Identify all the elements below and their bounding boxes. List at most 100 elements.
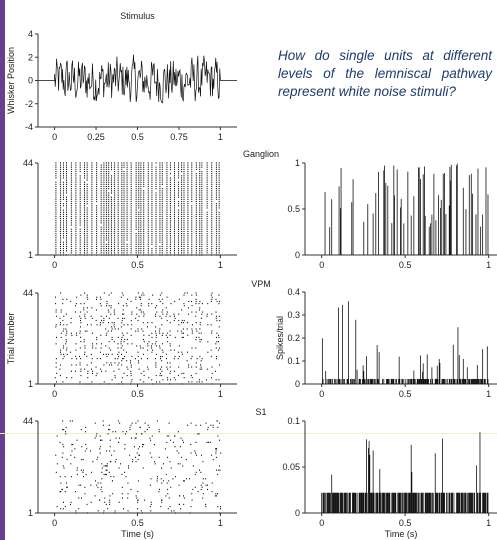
spike-dot — [96, 175, 98, 177]
spike-dot — [114, 194, 116, 196]
spike-dot — [130, 241, 132, 243]
spike-dot — [174, 222, 176, 224]
highlight-line — [0, 433, 497, 434]
spike-dot — [143, 170, 145, 173]
spike-dot — [62, 220, 64, 222]
spike-dot — [110, 476, 112, 478]
spike-dot — [195, 452, 197, 454]
spike-dot — [91, 190, 93, 192]
spike-dot — [95, 366, 97, 368]
spike-dot — [147, 218, 149, 220]
spike-dot — [105, 173, 107, 175]
spike-dot — [155, 247, 157, 250]
spike-dot — [184, 292, 186, 294]
spike-dot — [117, 196, 119, 198]
spike-dot — [211, 235, 213, 237]
spike-dot — [126, 332, 128, 334]
spike-dot — [181, 239, 183, 241]
spike-dot — [169, 226, 171, 228]
spike-dot — [161, 228, 163, 230]
spike-dot — [147, 247, 149, 250]
spike-dot — [195, 254, 197, 256]
spike-dot — [65, 338, 67, 341]
spike-dot — [183, 196, 185, 198]
spike-dot — [169, 183, 171, 185]
spike-dot — [166, 207, 168, 209]
spike-dot — [183, 211, 185, 213]
spike-dot — [183, 181, 185, 183]
spike-dot — [160, 355, 162, 358]
spike-dot — [118, 355, 120, 358]
spike-dot — [211, 491, 213, 493]
spike-dot — [126, 192, 128, 194]
spike-dot — [103, 237, 105, 239]
spike-dot — [86, 233, 88, 235]
spike-dot — [65, 190, 67, 192]
spike-dot — [91, 222, 93, 224]
spike-dot — [182, 322, 184, 324]
spike-dot — [166, 179, 168, 181]
spike-dot — [166, 366, 168, 368]
spike-dot — [140, 185, 142, 188]
spike-dot — [96, 237, 98, 239]
spike-dot — [191, 226, 193, 228]
spike-dot — [103, 226, 105, 228]
spike-dot — [218, 222, 220, 224]
spike-dot — [181, 250, 183, 252]
spike-dot — [63, 315, 65, 317]
spike-dot — [159, 247, 161, 250]
spike-dot — [178, 366, 180, 368]
spike-dot — [135, 330, 137, 332]
spike-dot — [212, 424, 214, 426]
spike-dot — [117, 205, 119, 207]
spike-dot — [60, 224, 62, 226]
spike-dot — [211, 220, 213, 222]
spike-dot — [84, 177, 86, 179]
spike-dot — [161, 233, 163, 235]
spike-dot — [100, 168, 102, 171]
spike-dot — [191, 235, 193, 237]
spike-dot — [218, 188, 220, 190]
spike-dot — [70, 317, 72, 319]
spike-dot — [161, 370, 163, 372]
spike-dot — [100, 482, 102, 484]
spike-dot — [128, 467, 130, 469]
spike-dot — [191, 166, 193, 168]
spike-dot — [123, 175, 125, 177]
spike-dot — [138, 181, 140, 183]
spike-dot — [143, 207, 145, 209]
spike-dot — [100, 213, 102, 215]
spike-dot — [130, 381, 132, 383]
spike-dot — [187, 192, 189, 194]
spike-dot — [70, 237, 72, 239]
spike-dot — [90, 362, 92, 364]
spike-dot — [218, 175, 220, 177]
spike-dot — [159, 213, 161, 215]
spike-dot — [201, 200, 203, 203]
spike-dot — [108, 235, 110, 237]
spike-dot — [60, 491, 62, 493]
spike-dot — [162, 313, 164, 315]
spike-dot — [86, 175, 88, 177]
spike-dot — [159, 198, 161, 200]
spike-dot — [155, 168, 157, 171]
spike-dot — [169, 166, 171, 168]
spike-dot — [108, 347, 110, 349]
spike-dot — [130, 374, 132, 377]
spike-dot — [100, 228, 102, 230]
spike-dot — [187, 241, 189, 243]
spike-dot — [100, 183, 102, 185]
spike-dot — [84, 493, 86, 495]
spike-dot — [121, 237, 123, 239]
spike-dot — [96, 372, 98, 375]
spike-dot — [215, 188, 217, 190]
spike-dot — [123, 222, 125, 224]
spike-dot — [126, 168, 128, 171]
spike-dot — [159, 196, 161, 198]
spike-dot — [187, 168, 189, 171]
spike-dot — [169, 196, 171, 198]
spike-dot — [121, 336, 123, 339]
spike-dot — [56, 315, 58, 317]
spike-dot — [123, 205, 125, 207]
spike-dot — [62, 209, 64, 211]
